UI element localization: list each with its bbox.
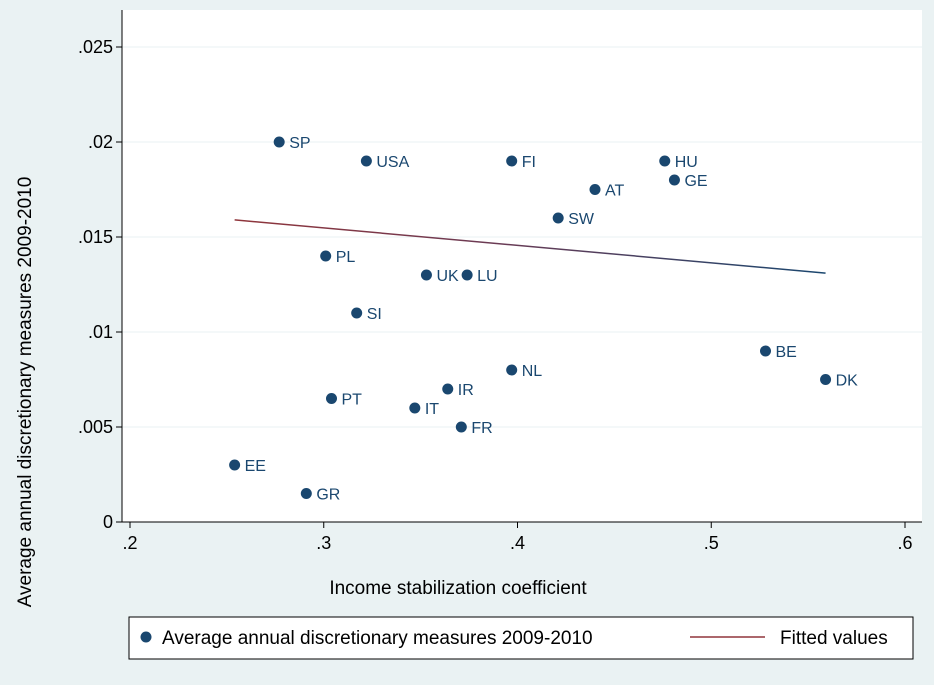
scatter-point xyxy=(589,184,601,195)
scatter-point xyxy=(360,155,372,167)
point-label: UK xyxy=(436,268,459,285)
x-tick-label: .2 xyxy=(122,533,137,553)
x-axis-ticks: .2 .3 .4 .5 .6 xyxy=(122,522,913,553)
point-label: SW xyxy=(568,211,595,228)
scatter-point xyxy=(409,402,421,414)
x-tick-label: .4 xyxy=(510,533,525,553)
fitted-line-group xyxy=(234,219,826,274)
point-label: GE xyxy=(684,173,707,190)
scatter-point xyxy=(351,307,363,319)
point-label: LU xyxy=(477,268,497,285)
scatter-point xyxy=(455,421,467,433)
scatter-point xyxy=(668,174,680,186)
legend-label-scatter: Average annual discretionary measures 20… xyxy=(162,628,593,649)
point-label: FR xyxy=(471,420,492,437)
point-label: PL xyxy=(336,249,356,266)
scatter-point xyxy=(420,269,432,281)
point-label: IT xyxy=(425,401,439,418)
point-label: BE xyxy=(776,344,797,361)
scatter-point xyxy=(273,136,285,148)
scatter-point xyxy=(461,269,473,281)
scatter-point xyxy=(552,212,564,224)
point-label: NL xyxy=(522,363,543,380)
point-label: GR xyxy=(316,487,340,504)
y-tick-label: .02 xyxy=(88,132,113,152)
x-tick-label: .6 xyxy=(897,533,912,553)
scatter-point xyxy=(760,345,771,357)
gridlines xyxy=(122,46,922,428)
plot-area xyxy=(122,10,922,522)
point-label: HU xyxy=(675,154,698,171)
x-tick-label: .3 xyxy=(316,533,331,553)
point-label: FI xyxy=(522,154,536,171)
x-axis-label: Income stabilization coefficient xyxy=(329,578,587,599)
point-label: DK xyxy=(836,373,859,390)
point-label: AT xyxy=(605,183,624,200)
point-label: PT xyxy=(342,392,363,409)
y-tick-label: .025 xyxy=(78,37,113,57)
scatter-point xyxy=(229,459,241,471)
y-axis-ticks: 0 .005 .01 .015 .02 .025 xyxy=(78,37,122,532)
y-axis-label: Average annual discretionary measures 20… xyxy=(15,177,36,608)
scatter-point xyxy=(326,393,337,404)
scatter-point xyxy=(442,383,454,395)
y-tick-label: 0 xyxy=(103,512,113,532)
legend-box xyxy=(128,616,914,660)
x-tick-label: .5 xyxy=(704,533,719,553)
scatter-point xyxy=(320,250,332,262)
scatter-point xyxy=(659,155,671,167)
y-tick-label: .015 xyxy=(78,227,113,247)
point-label: USA xyxy=(376,154,409,171)
point-label: SI xyxy=(367,306,382,323)
scatter-point xyxy=(820,374,832,385)
scatter-point xyxy=(506,155,518,167)
y-tick-label: .005 xyxy=(78,417,113,437)
point-label: SP xyxy=(289,135,310,152)
scatter-point xyxy=(506,364,518,376)
point-label: IR xyxy=(458,382,474,399)
point-label: EE xyxy=(245,458,266,475)
scatter-points: SP USA FI HU GE AT SW PL UK LU SI BE NL DK IR PT IT FR EE G… xyxy=(229,135,858,504)
y-tick-label: .01 xyxy=(88,322,113,342)
fitted-values-line xyxy=(234,219,826,274)
scatter-point xyxy=(300,488,312,499)
legend: Average annual discretionary measures 20… xyxy=(128,616,914,660)
legend-label-fitted: Fitted values xyxy=(780,628,888,649)
legend-marker-scatter xyxy=(140,631,152,643)
